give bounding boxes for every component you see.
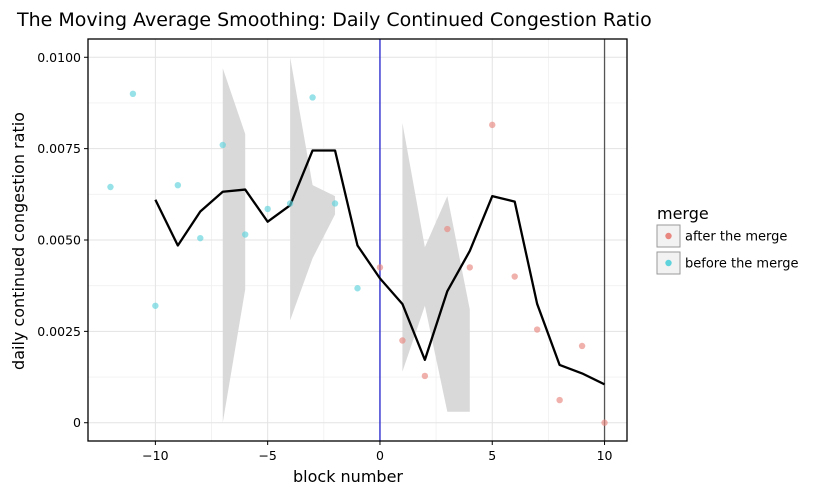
reference-lines bbox=[379, 39, 606, 441]
x-tick-label: −5 bbox=[258, 448, 276, 463]
chart-title: The Moving Average Smoothing: Daily Cont… bbox=[16, 9, 652, 31]
data-point-before bbox=[286, 200, 294, 207]
y-axis-ticks: 0 0.0025 0.0050 0.0075 0.0100 bbox=[37, 50, 88, 430]
data-point-before bbox=[331, 200, 339, 207]
legend: merge after the merge before the merge bbox=[656, 204, 798, 275]
y-tick-label: 0.0025 bbox=[37, 324, 81, 339]
data-point-after bbox=[421, 372, 429, 380]
data-point-before bbox=[197, 234, 204, 242]
x-tick-label: 10 bbox=[597, 448, 613, 463]
data-point-after bbox=[556, 396, 563, 404]
y-tick-label: 0.0075 bbox=[37, 141, 81, 156]
legend-item-after: after the merge bbox=[656, 224, 787, 248]
legend-label-before: before the merge bbox=[685, 257, 798, 272]
moving-average-line bbox=[154, 149, 606, 386]
x-tick-label: −10 bbox=[142, 448, 168, 463]
y-tick-label: 0.0100 bbox=[37, 50, 81, 65]
data-point-before bbox=[174, 181, 182, 189]
data-point-before bbox=[264, 205, 271, 213]
data-point-after bbox=[376, 264, 384, 271]
data-point-before bbox=[354, 285, 361, 292]
data-point-before bbox=[152, 302, 159, 309]
data-point-before bbox=[107, 183, 114, 191]
data-point-before bbox=[219, 141, 226, 149]
legend-marker-after bbox=[665, 232, 672, 240]
confidence-bands bbox=[222, 57, 470, 423]
confidence-band bbox=[290, 57, 336, 321]
legend-label-after: after the merge bbox=[685, 230, 787, 245]
data-point-after bbox=[466, 264, 473, 271]
data-point-after bbox=[489, 121, 496, 129]
data-point-before bbox=[129, 90, 137, 98]
moving-average-layer bbox=[154, 149, 606, 386]
data-point-before bbox=[242, 231, 249, 238]
x-tick-label: 5 bbox=[488, 448, 496, 463]
scatter-points bbox=[107, 90, 608, 426]
legend-item-before: before the merge bbox=[656, 251, 798, 275]
data-point-after bbox=[601, 419, 608, 426]
data-point-after bbox=[399, 337, 406, 344]
x-tick-label: 0 bbox=[376, 448, 384, 463]
data-point-after bbox=[578, 342, 586, 350]
confidence-band bbox=[222, 68, 246, 423]
data-point-after bbox=[444, 225, 451, 233]
x-axis-title: block number bbox=[293, 467, 403, 486]
confidence-band bbox=[402, 123, 470, 412]
legend-marker-before bbox=[665, 259, 672, 267]
data-point-after bbox=[511, 273, 518, 280]
y-tick-label: 0.0050 bbox=[37, 233, 81, 248]
y-tick-label: 0 bbox=[73, 415, 81, 430]
data-point-before bbox=[309, 94, 316, 101]
data-point-after bbox=[533, 326, 541, 333]
grid bbox=[88, 39, 627, 441]
y-axis-title: daily continued congestion ratio bbox=[9, 112, 28, 370]
legend-title: merge bbox=[657, 204, 709, 223]
x-axis-ticks: −10 −5 0 5 10 bbox=[142, 441, 613, 463]
